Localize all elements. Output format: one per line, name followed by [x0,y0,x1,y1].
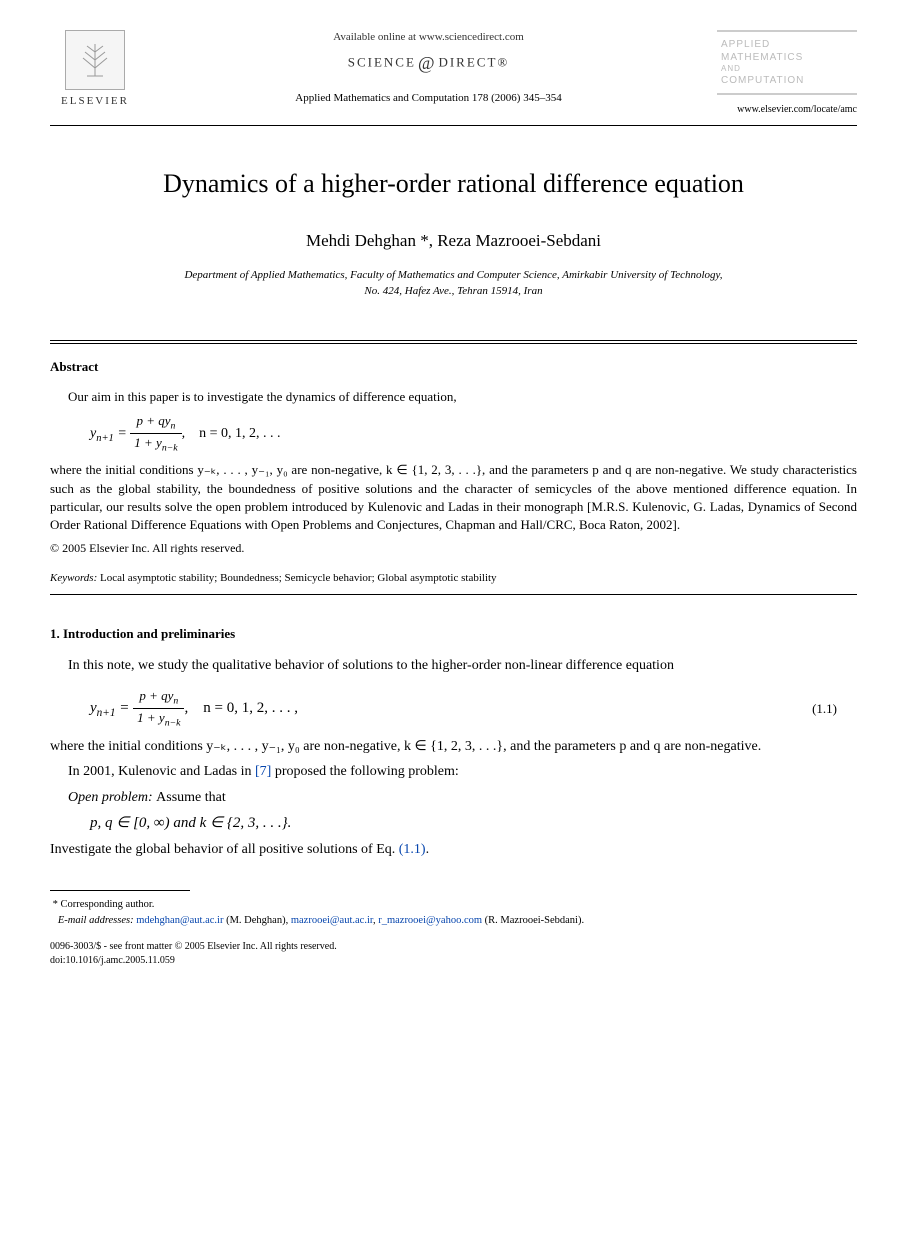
equation-1-1: yn+1 = p + qyn1 + yn−k, n = 0, 1, 2, . .… [90,687,298,730]
eq-frac: p + qyn1 + yn−k [130,412,181,455]
s1-p5: Investigate the global behavior of all p… [50,840,857,860]
s1-p1: In this note, we study the qualitative b… [50,656,857,676]
keywords: Keywords: Local asymptotic stability; Bo… [50,571,857,586]
elsevier-logo: ELSEVIER [50,30,140,109]
journal-citation: Applied Mathematics and Computation 178 … [160,91,697,106]
s1-p4: Open problem: Assume that [50,788,857,808]
affil-l1: Department of Applied Mathematics, Facul… [184,269,722,281]
journal-box: APPLIED MATHEMATICS AND COMPUTATION www.… [717,30,857,117]
keywords-label: Keywords: [50,572,97,584]
eq11-frac: p + qyn1 + yn−k [133,687,184,730]
journal-url[interactable]: www.elsevier.com/locate/amc [717,103,857,117]
s1-p2: where the initial conditions y₋ₖ, . . . … [50,737,857,757]
abstract-heading: Abstract [50,358,857,376]
jl-2: MATHEMATICS [721,51,853,64]
email-label: E-mail addresses: [58,915,134,926]
abstract-equation: yn+1 = p + qyn1 + yn−k, n = 0, 1, 2, . .… [90,412,857,455]
section1-heading: 1. Introduction and preliminaries [50,625,857,643]
jl-4: COMPUTATION [721,74,853,87]
eq-range: n = 0, 1, 2, . . . [199,426,280,441]
eq11-lhs: yn+1 [90,700,116,716]
copyright: © 2005 Elsevier Inc. All rights reserved… [50,540,857,557]
eq-ref-1-1-link[interactable]: (1.1) [399,842,426,857]
s1-p3: In 2001, Kulenovic and Ladas in [7] prop… [50,762,857,782]
sd-text-2: DIRECT® [438,55,509,70]
affil-l2: No. 424, Hafez Ave., Tehran 15914, Iran [364,285,542,297]
elsevier-text: ELSEVIER [50,94,140,109]
science-direct-logo: SCIENCE@DIRECT® [160,51,697,76]
abstract-p2: where the initial conditions y₋ₖ, . . . … [50,461,857,534]
sd-at-icon: @ [418,51,437,76]
eq-number-1-1: (1.1) [812,700,837,718]
affiliation: Department of Applied Mathematics, Facul… [50,267,857,300]
abstract-rule-thin [50,343,857,344]
footnote-emails: E-mail addresses: mdehghan@aut.ac.ir (M.… [50,913,857,929]
email-2-link[interactable]: mazrooei@aut.ac.ir [291,915,373,926]
paper-title: Dynamics of a higher-order rational diff… [50,166,857,202]
equation-pq: p, q ∈ [0, ∞) and k ∈ {2, 3, . . .}. [90,813,857,834]
jl-1: APPLIED [721,38,853,51]
journal-logo: APPLIED MATHEMATICS AND COMPUTATION [717,30,857,95]
jl-3: AND [721,64,853,74]
eq11-range: n = 0, 1, 2, . . . , [203,700,298,716]
elsevier-tree-icon [65,30,125,90]
available-online: Available online at www.sciencedirect.co… [160,30,697,45]
doi: doi:10.1016/j.amc.2005.11.059 [50,954,857,968]
keywords-text: Local asymptotic stability; Boundedness;… [97,572,496,584]
equation-1-1-row: yn+1 = p + qyn1 + yn−k, n = 0, 1, 2, . .… [50,681,857,736]
abstract-rule-top [50,340,857,341]
abstract-p1: Our aim in this paper is to investigate … [50,388,857,406]
email-1-link[interactable]: mdehghan@aut.ac.ir [136,915,223,926]
front-matter: 0096-3003/$ - see front matter © 2005 El… [50,940,857,954]
footnote-rule [50,890,190,891]
page-header: ELSEVIER Available online at www.science… [50,30,857,117]
doi-block: 0096-3003/$ - see front matter © 2005 El… [50,940,857,968]
ref-7-link[interactable]: [7] [255,764,271,779]
sd-text-1: SCIENCE [348,55,416,70]
abstract-rule-bot [50,594,857,595]
center-header: Available online at www.sciencedirect.co… [140,30,717,106]
email-3-link[interactable]: r_mazrooei@yahoo.com [378,915,482,926]
authors: Mehdi Dehghan *, Reza Mazrooei-Sebdani [50,229,857,253]
header-rule [50,125,857,126]
footnote-corresponding: * Corresponding author. [50,897,857,913]
eq-lhs: yn+1 [90,426,114,441]
